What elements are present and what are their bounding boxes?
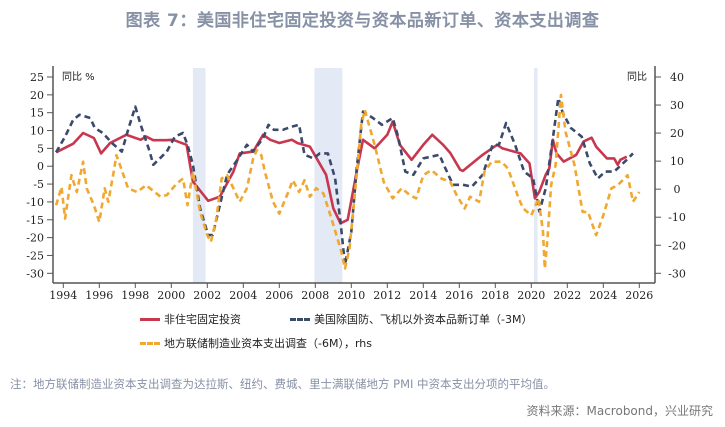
x-tick-label: 2022	[553, 289, 581, 302]
x-tick-label: 2008	[301, 289, 329, 302]
left-tick-label: 25	[30, 71, 44, 84]
right-tick-label: -10	[668, 211, 686, 224]
x-tick-label: 2000	[157, 289, 185, 302]
legend-swatch-navy	[290, 317, 310, 321]
x-tick-label: 2026	[625, 289, 653, 302]
series-line-2	[54, 93, 641, 270]
legend-item-investment: 非住宅固定投资	[140, 311, 241, 327]
x-tick-label: 2020	[517, 289, 545, 302]
legend-label: 美国除国防、飞机以外资本品新订单（-3M）	[314, 313, 533, 326]
right-tick-label: 20	[670, 127, 684, 140]
chart-title: 图表 7：美国非住宅固定投资与资本品新订单、资本支出调查	[125, 11, 600, 31]
left-axis-unit: 同比 %	[62, 71, 95, 83]
source-text: 资料来源：Macrobond，兴业研究	[526, 404, 714, 418]
left-tick-label: 5	[37, 142, 44, 155]
left-tick-label: -30	[26, 267, 44, 280]
x-tick-label: 2004	[229, 289, 257, 302]
legend-label: 非住宅固定投资	[164, 313, 241, 326]
recession-band	[314, 68, 343, 283]
chart: 2520151050-5-10-15-20-25-30403020100-10-…	[26, 66, 686, 302]
right-tick-label: 30	[670, 99, 684, 112]
series-line-1	[54, 96, 634, 267]
series-line-0	[55, 120, 628, 225]
x-tick-label: 2018	[481, 289, 509, 302]
recession-shading	[192, 68, 538, 283]
x-tick-label: 2010	[337, 289, 365, 302]
footnote: 注：地方联储制造业资本支出调查为达拉斯、纽约、费城、里士满联储地方 PMI 中资…	[10, 377, 556, 391]
series-lines	[54, 93, 641, 270]
x-tick-label: 2014	[409, 289, 437, 302]
right-tick-label: 0	[674, 183, 681, 196]
x-tick-label: 2006	[265, 289, 293, 302]
x-tick-label: 1996	[85, 289, 113, 302]
recession-band	[192, 68, 206, 283]
legend-label: 地方联储制造业资本支出调查（-6M），rhs	[164, 337, 372, 350]
left-tick-label: -20	[26, 232, 44, 245]
right-tick-label: -20	[668, 239, 686, 252]
x-tick-label: 2024	[589, 289, 617, 302]
left-tick-label: 15	[30, 107, 44, 120]
x-tick-label: 2016	[445, 289, 473, 302]
left-tick-label: 20	[30, 89, 44, 102]
right-axis-unit: 同比	[627, 71, 647, 83]
left-tick-label: 10	[30, 125, 44, 138]
left-tick-label: 0	[37, 160, 44, 173]
x-tick-label: 2012	[373, 289, 401, 302]
legend-swatch-red	[140, 317, 160, 321]
legend-swatch-orange	[140, 341, 160, 345]
x-tick-label: 1994	[49, 289, 77, 302]
right-tick-label: -30	[668, 267, 686, 280]
x-tick-label: 1998	[121, 289, 149, 302]
legend-item-survey: 地方联储制造业资本支出调查（-6M），rhs	[140, 335, 372, 351]
left-tick-label: -25	[26, 249, 44, 262]
right-tick-label: 10	[670, 155, 684, 168]
x-tick-label: 2002	[193, 289, 221, 302]
recession-band	[534, 68, 538, 283]
left-tick-label: -5	[33, 178, 44, 191]
left-tick-label: -10	[26, 196, 44, 209]
right-tick-label: 40	[670, 71, 684, 84]
legend-item-orders: 美国除国防、飞机以外资本品新订单（-3M）	[290, 311, 532, 327]
left-tick-label: -15	[26, 214, 44, 227]
axes	[47, 66, 661, 288]
tick-labels: 2520151050-5-10-15-20-25-30403020100-10-…	[26, 71, 686, 302]
